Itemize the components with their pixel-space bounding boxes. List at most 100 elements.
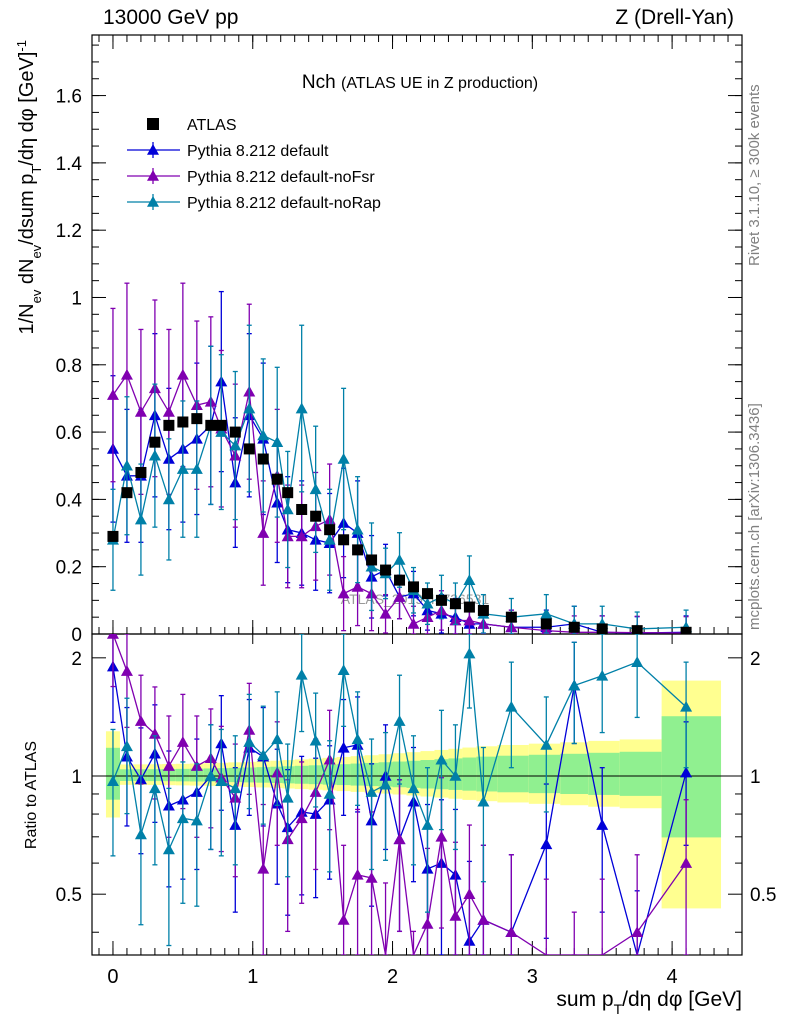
data-point: [215, 419, 227, 431]
series-point-norap: [257, 429, 270, 441]
y-tick-label: 0.8: [56, 356, 82, 377]
data-point: [177, 416, 189, 428]
series-point-nofsr: [463, 614, 476, 626]
ratio-point-nofsr: [337, 913, 350, 925]
legend-marker-atlas: [147, 118, 159, 130]
data-point: [135, 466, 147, 478]
data-point: [596, 623, 608, 634]
ratio-point-norap: [162, 843, 175, 855]
ratio-point-norap: [243, 736, 256, 747]
series-point-nofsr: [295, 530, 308, 542]
series-point-norap: [243, 402, 256, 414]
ratio-point-norap: [379, 778, 392, 790]
series-point-nofsr: [257, 527, 270, 538]
data-point: [477, 604, 489, 616]
ratio-tick-label: 2: [71, 649, 82, 670]
ratio-point-default: [680, 766, 693, 778]
ratio-point-nofsr: [435, 830, 448, 842]
ratio-point-nofsr: [134, 715, 147, 726]
data-point: [435, 594, 447, 606]
data-point: [540, 618, 552, 630]
ratio-point-nofsr: [393, 833, 406, 845]
series-point-norap: [463, 574, 476, 585]
ratio-point-norap: [271, 733, 284, 745]
data-point: [352, 544, 364, 556]
ratio-point-norap: [337, 664, 350, 676]
ratio-point-nofsr: [257, 862, 270, 874]
series-point-norap: [337, 453, 350, 464]
data-point: [394, 574, 406, 586]
legend-marker-nofsr: [147, 170, 159, 181]
rivet-label: Rivet 3.1.10, ≥ 300k events: [746, 84, 763, 266]
data-point: [121, 487, 133, 499]
series-point-norap: [323, 533, 336, 545]
data-point: [463, 601, 475, 613]
series-line-nofsr: [112, 373, 687, 634]
data-point: [282, 487, 294, 499]
ratio-point-norap: [477, 795, 490, 807]
ratio-point-nofsr: [680, 857, 693, 868]
series-point-norap: [120, 459, 133, 471]
ratio-point-nofsr: [463, 888, 476, 899]
data-point: [205, 419, 217, 431]
ratio-point-nofsr: [176, 736, 189, 747]
ratio-point-norap: [540, 738, 553, 750]
data-point: [271, 473, 283, 485]
y-tick-label: 0: [71, 625, 82, 646]
ratio-point-norap: [505, 700, 518, 712]
ratio-axis-label: Ratio to ATLAS: [23, 741, 40, 849]
ratio-point-norap: [309, 734, 322, 746]
ratio-point-norap: [393, 715, 406, 726]
ratio-tick-label-right: 0.5: [750, 885, 776, 906]
ratio-point-norap: [463, 647, 476, 659]
x-axis-label: sum pT/dη dφ [GeV]: [556, 988, 742, 1017]
ratio-point-nofsr: [449, 909, 462, 921]
ratio-point-norap: [229, 782, 242, 794]
data-point: [366, 554, 378, 566]
ratio-point-norap: [106, 775, 119, 787]
ratio-point-norap: [134, 828, 147, 840]
ratio-point-nofsr: [295, 812, 308, 824]
legend: ATLAS Pythia 8.212 default Pythia 8.212 de…: [127, 117, 381, 212]
data-point: [310, 510, 322, 522]
ratio-point-norap: [407, 782, 420, 794]
data-point: [421, 588, 433, 600]
x-tick-label: 2: [387, 966, 398, 988]
ratio-point-nofsr: [365, 871, 378, 883]
series-point-norap: [148, 449, 161, 461]
ratio-tick-label: 1: [71, 767, 82, 788]
band-inner-bin: [560, 753, 589, 795]
data-point: [257, 453, 269, 465]
ratio-point-norap: [148, 782, 161, 794]
x-tick-label: 3: [527, 966, 538, 988]
series-point-nofsr: [134, 405, 147, 417]
y-tick-label: 1.2: [56, 221, 82, 242]
series-point-nofsr: [120, 368, 133, 380]
band-inner-bin: [282, 766, 295, 784]
series-point-norap: [295, 402, 308, 414]
series-point-norap: [215, 426, 228, 437]
y-tick-label: 0.2: [56, 558, 82, 579]
x-tick-label: 0: [107, 966, 118, 988]
y-axis-label: 1/Nev dNev/dsum pT/dη dφ [GeV]-1: [14, 40, 44, 335]
data-point: [505, 611, 517, 623]
ratio-tick-label-right: 2: [750, 649, 761, 670]
series-point-norap: [421, 597, 434, 609]
ratio-tick-label-right: 1: [750, 767, 761, 788]
ratio-point-nofsr: [477, 913, 490, 925]
band-inner-bin: [619, 751, 662, 796]
main-series-group: [106, 282, 693, 634]
series-point-norap: [309, 483, 322, 495]
series-point-nofsr: [337, 587, 350, 599]
ratio-point-norap: [365, 786, 378, 797]
y-tick-label: 0.6: [56, 423, 82, 444]
legend-label-norap: Pythia 8.212 default-noRap: [187, 195, 381, 212]
series-point-nofsr: [379, 607, 392, 619]
band-inner-bin: [497, 755, 529, 793]
y-tick-label: 1.6: [56, 87, 82, 108]
ratio-point-norap: [257, 749, 270, 760]
data-point: [449, 598, 461, 610]
ratio-point-norap: [281, 791, 294, 803]
ratio-point-norap: [120, 740, 133, 752]
